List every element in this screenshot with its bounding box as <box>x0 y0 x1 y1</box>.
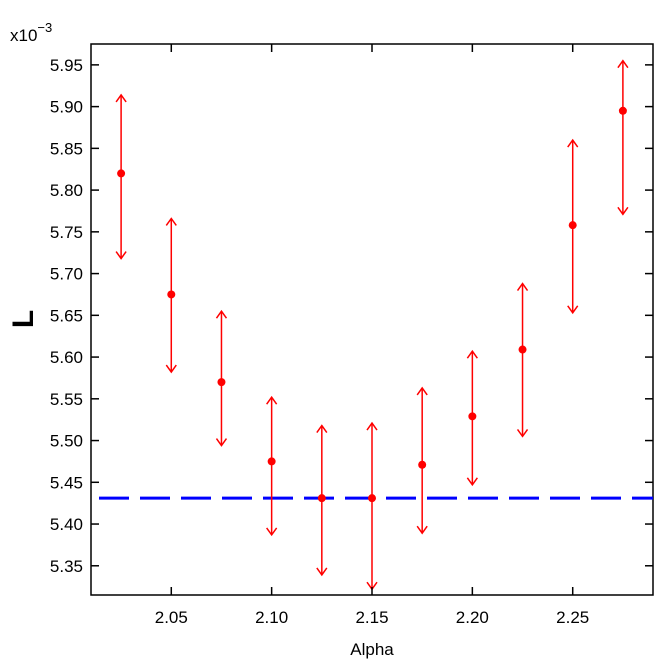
error-arrow-up <box>215 309 228 319</box>
data-point-group <box>567 138 579 315</box>
data-point-group <box>165 217 177 374</box>
y-tick-label: 5.35 <box>50 557 83 576</box>
y-tick-label: 5.80 <box>50 181 83 200</box>
x-tick-label: 2.20 <box>456 608 489 627</box>
data-point-group <box>316 424 328 577</box>
error-arrow-down <box>466 477 478 487</box>
error-arrow-up <box>115 93 127 103</box>
y-multiplier-base: x10 <box>10 26 37 45</box>
error-arrow-up <box>165 217 177 226</box>
data-point <box>317 494 326 503</box>
data-point <box>618 106 627 115</box>
error-arrow-up <box>366 421 378 431</box>
data-point <box>418 460 427 469</box>
data-point <box>217 378 226 387</box>
y-multiplier: x10−3 <box>10 20 52 45</box>
data-point <box>267 457 276 466</box>
error-arrow-up <box>266 395 278 405</box>
error-arrow-up <box>316 424 328 433</box>
y-tick-label: 5.55 <box>50 390 83 409</box>
y-multiplier-exp: −3 <box>37 20 52 35</box>
data-point-group <box>466 349 478 487</box>
data-point-group <box>215 309 228 447</box>
y-tick-label: 5.50 <box>50 432 83 451</box>
error-arrow-down <box>617 206 629 216</box>
error-arrow-down <box>416 525 428 535</box>
y-tick-label: 5.40 <box>50 515 83 534</box>
error-arrow-down <box>516 428 529 438</box>
y-tick-label: 5.60 <box>50 348 83 367</box>
error-arrow-up <box>617 59 629 69</box>
data-point-group <box>366 421 378 591</box>
data-point-group <box>617 59 629 216</box>
y-tick-label: 5.65 <box>50 306 83 325</box>
error-arrow-up <box>516 282 529 292</box>
x-axis-label: Alpha <box>350 640 394 659</box>
y-axis-ticks: 5.35 5.40 5.45 5.50 5.55 5.60 5.65 5.70 5.75 5.80… <box>50 56 653 576</box>
error-arrow-down <box>215 438 228 447</box>
y-tick-label: 5.45 <box>50 473 83 492</box>
data-point-group <box>115 93 127 260</box>
error-arrow-down <box>266 527 278 537</box>
data-point-group <box>416 386 428 535</box>
x-tick-label: 2.10 <box>255 608 288 627</box>
y-axis-label: L <box>7 310 40 328</box>
data-point <box>518 345 527 354</box>
x-tick-label: 2.05 <box>155 608 188 627</box>
data-point <box>568 221 577 230</box>
x-tick-label: 2.25 <box>556 608 589 627</box>
y-tick-label: 5.95 <box>50 56 83 75</box>
data-point <box>167 290 176 299</box>
y-tick-label: 5.85 <box>50 139 83 158</box>
error-arrow-down <box>165 364 177 374</box>
data-point-group <box>516 282 529 438</box>
y-tick-label: 5.90 <box>50 98 83 117</box>
error-arrow-up <box>416 386 428 396</box>
error-arrow-down <box>567 305 579 315</box>
error-arrow-down <box>115 251 127 260</box>
data-point <box>368 494 376 503</box>
data-point <box>468 412 477 421</box>
x-axis-ticks: 2.05 2.10 2.15 2.20 2.25 <box>155 44 589 627</box>
series-layer <box>115 59 629 591</box>
error-arrow-down <box>316 567 328 577</box>
y-tick-label: 5.70 <box>50 265 83 284</box>
error-arrow-up <box>567 138 579 148</box>
data-point-group <box>266 395 278 537</box>
y-tick-label: 5.75 <box>50 223 83 242</box>
x-tick-label: 2.15 <box>355 608 388 627</box>
error-arrow-up <box>466 349 478 359</box>
data-point <box>117 169 126 178</box>
